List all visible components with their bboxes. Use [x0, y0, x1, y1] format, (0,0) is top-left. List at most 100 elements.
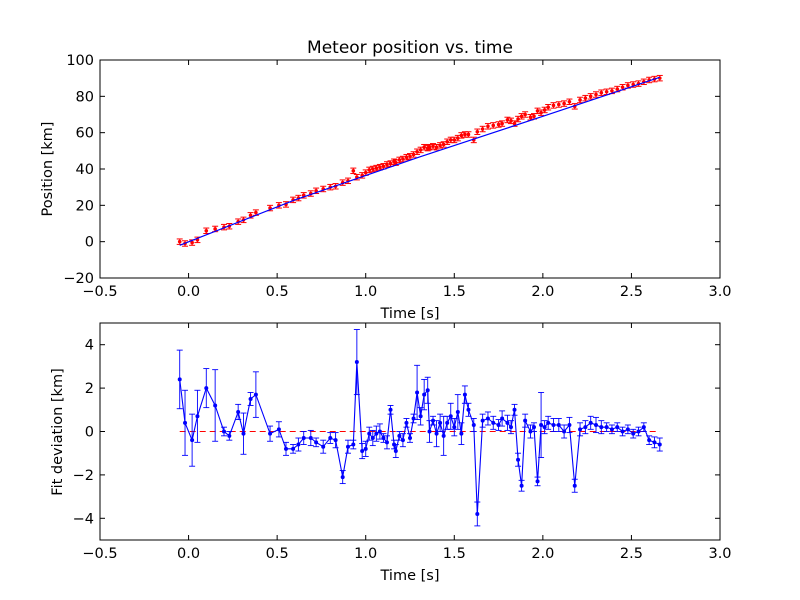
position-data-point: [397, 158, 402, 162]
position-y-tick-label: 20: [76, 198, 94, 214]
deviation-data-point: [519, 483, 524, 488]
deviation-data-point: [578, 427, 583, 432]
deviation-data-point: [248, 396, 253, 401]
position-data-point: [204, 228, 209, 233]
deviation-data-point: [397, 433, 402, 438]
deviation-data-point: [284, 446, 288, 451]
position-data-point: [177, 239, 182, 244]
position-x-tick-label: 1.5: [443, 284, 466, 300]
deviation-data-point: [471, 422, 476, 427]
deviation-data-point: [641, 425, 646, 430]
position-data-point: [491, 123, 496, 128]
deviation-data-point: [657, 442, 662, 447]
position-y-tick-label: 0: [85, 235, 94, 251]
position-data-point: [567, 99, 572, 104]
position-data-point: [583, 96, 588, 100]
deviation-data-point: [415, 390, 420, 395]
position-data-point: [367, 168, 372, 172]
deviation-data-point: [411, 416, 416, 421]
deviation-y-axis-label: Fit deviation [km]: [50, 368, 66, 495]
deviation-y-tick-label: −2: [73, 468, 94, 484]
deviation-data-point: [195, 414, 200, 419]
position-data-point: [374, 166, 379, 170]
deviation-data-point: [213, 403, 218, 408]
position-data-point: [404, 155, 409, 159]
position-data-point: [463, 132, 467, 137]
deviation-data-point: [363, 446, 368, 451]
deviation-data-point: [268, 431, 273, 436]
deviation-data-point: [508, 425, 513, 430]
deviation-data-point: [652, 440, 657, 445]
position-x-tick-label: 0.0: [177, 284, 200, 300]
deviation-data-point: [404, 420, 409, 425]
deviation-data-point: [572, 483, 577, 488]
deviation-data-point: [418, 414, 423, 419]
deviation-data-point: [276, 427, 281, 432]
position-data-point: [594, 92, 598, 97]
position-data-point: [385, 162, 389, 167]
deviation-data-point: [308, 436, 313, 441]
position-x-axis-label: Time [s]: [380, 306, 440, 322]
position-data-point: [512, 121, 517, 126]
deviation-x-tick-label: 1.5: [443, 546, 466, 562]
deviation-data-point: [647, 438, 652, 443]
position-y-tick-label: −20: [63, 271, 94, 287]
position-data-point: [459, 133, 464, 138]
deviation-data-point: [625, 427, 630, 432]
position-x-tick-label: −0.5: [82, 284, 117, 300]
position-y-axis-label: Position [km]: [40, 122, 56, 217]
position-data-point: [363, 170, 368, 175]
deviation-data-point: [528, 429, 533, 434]
deviation-data-point: [328, 436, 333, 441]
position-data: [176, 74, 663, 247]
deviation-data-point: [333, 438, 338, 443]
deviation-data-point: [427, 429, 432, 434]
deviation-data-point: [392, 442, 397, 447]
deviation-data-point: [408, 436, 412, 441]
deviation-data-point: [615, 425, 620, 430]
position-data-point: [190, 240, 194, 245]
deviation-data-point: [455, 409, 460, 414]
deviation-data-point: [241, 431, 246, 436]
position-data-point: [448, 138, 453, 142]
deviation-data-point: [204, 386, 209, 391]
position-x-tick-label: 2.5: [620, 284, 643, 300]
position-data-point: [588, 94, 593, 99]
deviation-data-point: [222, 429, 226, 434]
position-data-point: [505, 118, 510, 122]
deviation-data-point: [400, 438, 405, 443]
deviation-data-point: [374, 431, 379, 436]
deviation-data-point: [445, 420, 450, 425]
deviation-data-point: [485, 416, 490, 421]
position-data-point: [378, 165, 382, 169]
deviation-axis-ticks: −0.5 0.0 0.5 1.0 1.5 2.0 2.5 3.0 −4 −2 0 2 4: [73, 323, 732, 562]
position-y-tick-label: 40: [76, 162, 94, 178]
position-data-point: [411, 152, 416, 157]
position-data-point: [523, 112, 527, 117]
position-data-point: [496, 122, 501, 127]
position-data-point: [599, 90, 604, 95]
position-chart-title: Meteor position vs. time: [307, 38, 513, 58]
deviation-data-point: [459, 431, 464, 436]
position-data-point: [615, 87, 620, 91]
deviation-data-point: [227, 433, 232, 438]
deviation-data-point: [462, 392, 467, 397]
deviation-data-point: [556, 422, 561, 427]
position-data-point: [509, 119, 513, 123]
position-data-point: [604, 89, 609, 94]
deviation-x-tick-label: 2.5: [620, 546, 643, 562]
deviation-data-point: [367, 431, 372, 436]
deviation-data-point: [177, 377, 182, 382]
deviation-data-point: [354, 360, 359, 365]
position-x-tick-label: 1.0: [354, 284, 377, 300]
deviation-data-point: [236, 409, 241, 414]
position-fit-line: [179, 76, 660, 246]
position-x-tick-label: 3.0: [708, 284, 731, 300]
deviation-x-tick-label: 3.0: [708, 546, 731, 562]
position-data-point: [532, 114, 536, 119]
deviation-panel: Time [s] Fit deviation [km] −0.5 0.0 0.5 1.…: [50, 322, 732, 584]
position-data-point: [431, 144, 435, 149]
position-data-point: [562, 101, 566, 106]
deviation-data-point: [190, 438, 195, 443]
